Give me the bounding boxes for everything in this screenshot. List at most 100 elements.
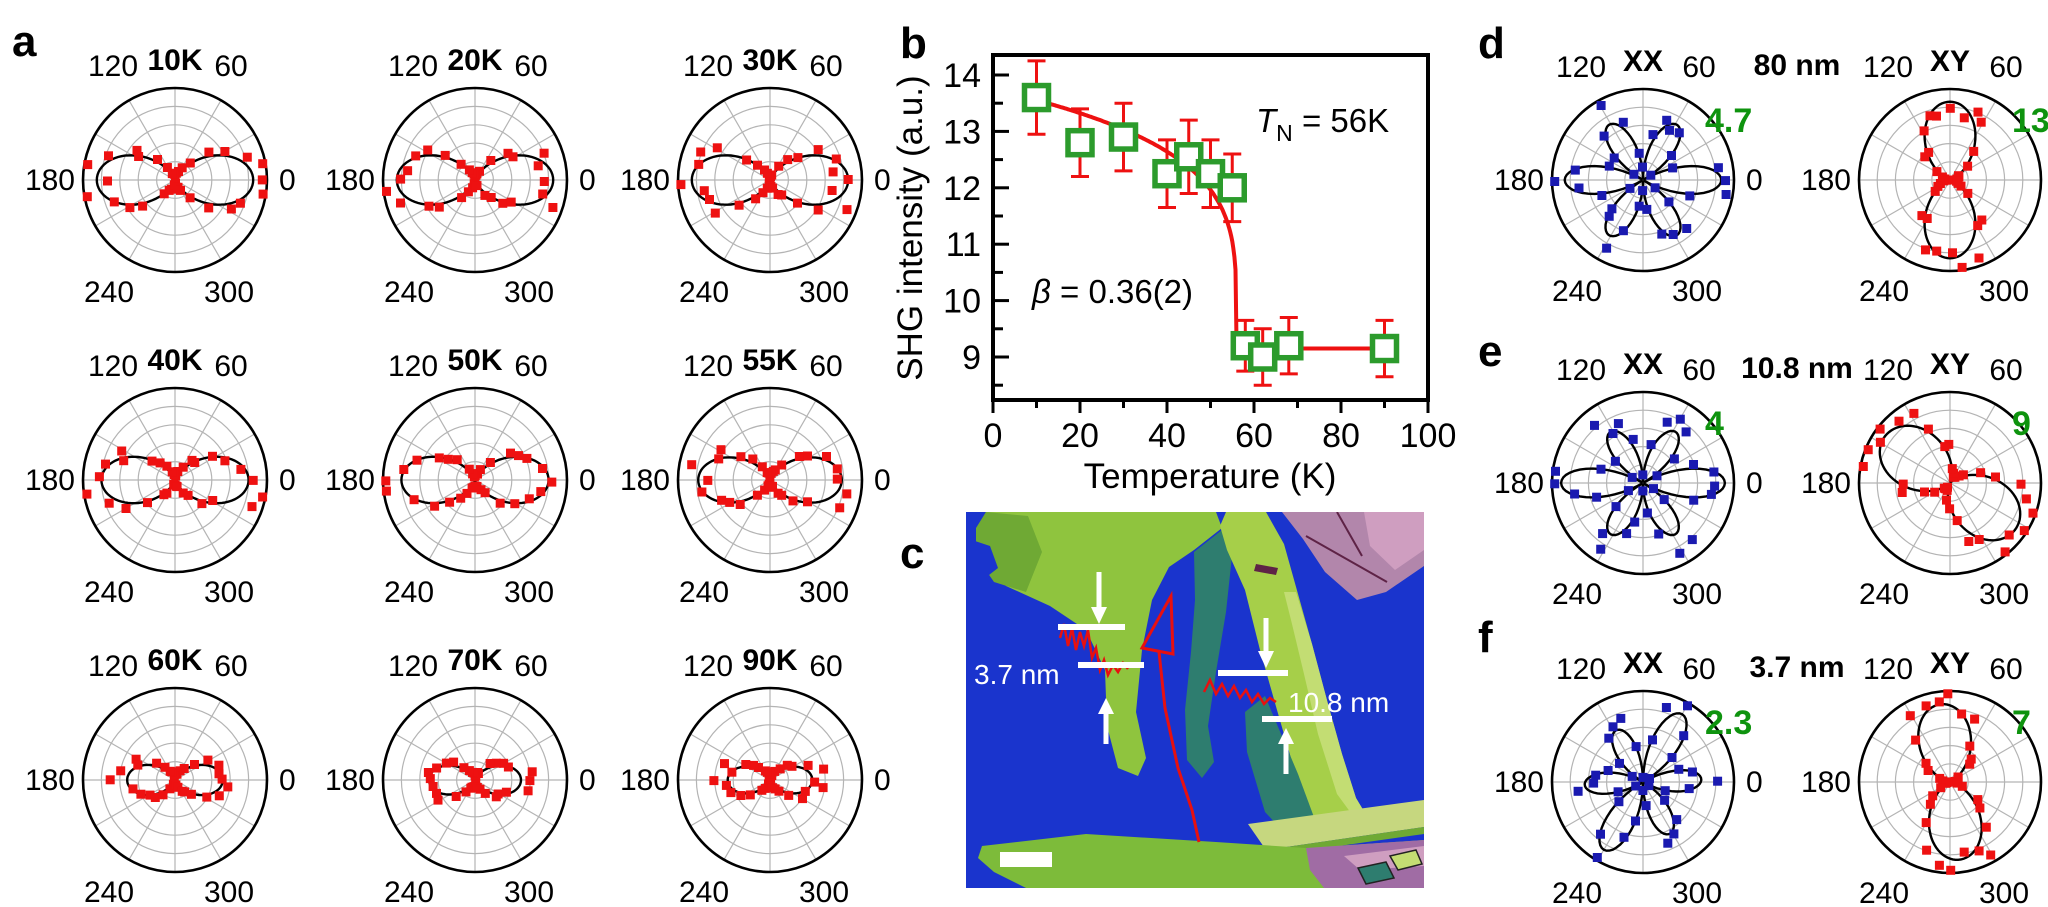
angle-label: 180 [25, 164, 75, 197]
panel-label-c: c [900, 529, 925, 578]
data-point [1650, 183, 1660, 193]
data-point [382, 186, 391, 196]
data-point [1629, 169, 1639, 179]
data-point [506, 448, 515, 458]
arrow-up-icon-2 [1278, 728, 1294, 744]
data-point-square [1021, 82, 1052, 113]
data-point [548, 203, 558, 212]
flakes [966, 512, 1424, 888]
data-point [204, 147, 214, 157]
tn-subscript: N [1276, 120, 1293, 146]
data-point [101, 459, 110, 469]
data-point [226, 204, 236, 214]
data-point [258, 159, 268, 169]
data-points [1858, 408, 2038, 557]
data-point [1928, 791, 1938, 801]
data-point [208, 496, 218, 505]
data-point [798, 794, 807, 804]
data-point [1649, 484, 1658, 494]
polar-plot: 10K 120 60 180 0 240 300 [25, 44, 296, 309]
x-tick-label: 20 [1061, 417, 1099, 455]
polar-title: 70K [447, 644, 502, 677]
data-point [1942, 495, 1951, 505]
data-point [1674, 764, 1684, 774]
x-tick-label: 80 [1322, 417, 1360, 455]
data-point [486, 156, 496, 165]
panel-label-b: b [900, 19, 927, 68]
data-point [204, 203, 214, 213]
data-point [1685, 191, 1695, 201]
data-point [1981, 822, 1991, 832]
data-point [831, 154, 841, 164]
data-point [220, 456, 230, 466]
data-point [1615, 758, 1624, 768]
polar-outline [676, 86, 864, 274]
polar-title: 20K [447, 44, 502, 77]
x-axis-label: Temperature (K) [1084, 457, 1337, 496]
polar-plot: 30K 120 60 180 0 240 300 [620, 44, 891, 309]
panel-label-e: e [1478, 327, 1503, 376]
corner-bit-1 [1356, 861, 1396, 885]
data-point [717, 495, 727, 505]
data-point [514, 451, 523, 461]
angle-label: 240 [384, 276, 434, 309]
grid-spoke [1563, 735, 1723, 829]
data-point [694, 159, 704, 169]
data-point [1657, 229, 1667, 239]
angle-label: 180 [1801, 766, 1851, 799]
data-point [485, 759, 495, 768]
data-point [257, 175, 267, 185]
data-point [1932, 246, 1942, 256]
data-point [1642, 508, 1652, 518]
data-point [1945, 504, 1955, 514]
data-point [178, 462, 188, 472]
data-point [835, 503, 845, 513]
x-tick-label: 0 [984, 417, 1003, 455]
angle-label: 240 [84, 876, 134, 907]
data-point [819, 764, 829, 774]
data-point [1710, 481, 1720, 491]
data-point [1897, 488, 1907, 497]
data-point [1634, 201, 1644, 211]
angle-label: 60 [214, 50, 247, 83]
data-point [125, 203, 135, 213]
data-point [1952, 778, 1962, 788]
angle-label: 300 [1979, 578, 2029, 611]
data-point [1550, 479, 1560, 489]
angle-label: 0 [579, 164, 596, 197]
data-point [423, 768, 433, 777]
angle-label: 60 [214, 350, 247, 383]
data-point [539, 148, 549, 158]
data-point [1923, 766, 1933, 775]
flake-bottom [978, 834, 1424, 888]
data-point [430, 501, 440, 511]
data-point [793, 198, 802, 208]
angle-label: 300 [204, 876, 254, 907]
data-point [1706, 489, 1716, 499]
data-point [803, 451, 812, 461]
data-point [1920, 152, 1930, 162]
angle-label: 120 [683, 350, 733, 383]
data-point [783, 155, 793, 165]
data-point [1959, 847, 1969, 857]
data-points [1550, 414, 1720, 558]
data-point [485, 458, 495, 467]
angle-label: 120 [88, 650, 138, 683]
data-points [82, 446, 268, 513]
data-point [1663, 838, 1673, 848]
angle-label: 300 [1979, 275, 2029, 308]
data-point [117, 446, 127, 456]
angle-label: 180 [620, 464, 670, 497]
data-point [1669, 454, 1679, 464]
data-point [464, 165, 474, 175]
data-point [1966, 754, 1976, 764]
data-point [827, 186, 837, 195]
angle-label: 60 [809, 650, 842, 683]
data-point [1674, 128, 1684, 138]
angle-label: 60 [1989, 653, 2022, 686]
data-point [495, 498, 505, 508]
data-point [760, 165, 769, 175]
polar-outline [1857, 390, 2043, 576]
data-point [167, 169, 177, 179]
data-point [1965, 759, 1975, 769]
